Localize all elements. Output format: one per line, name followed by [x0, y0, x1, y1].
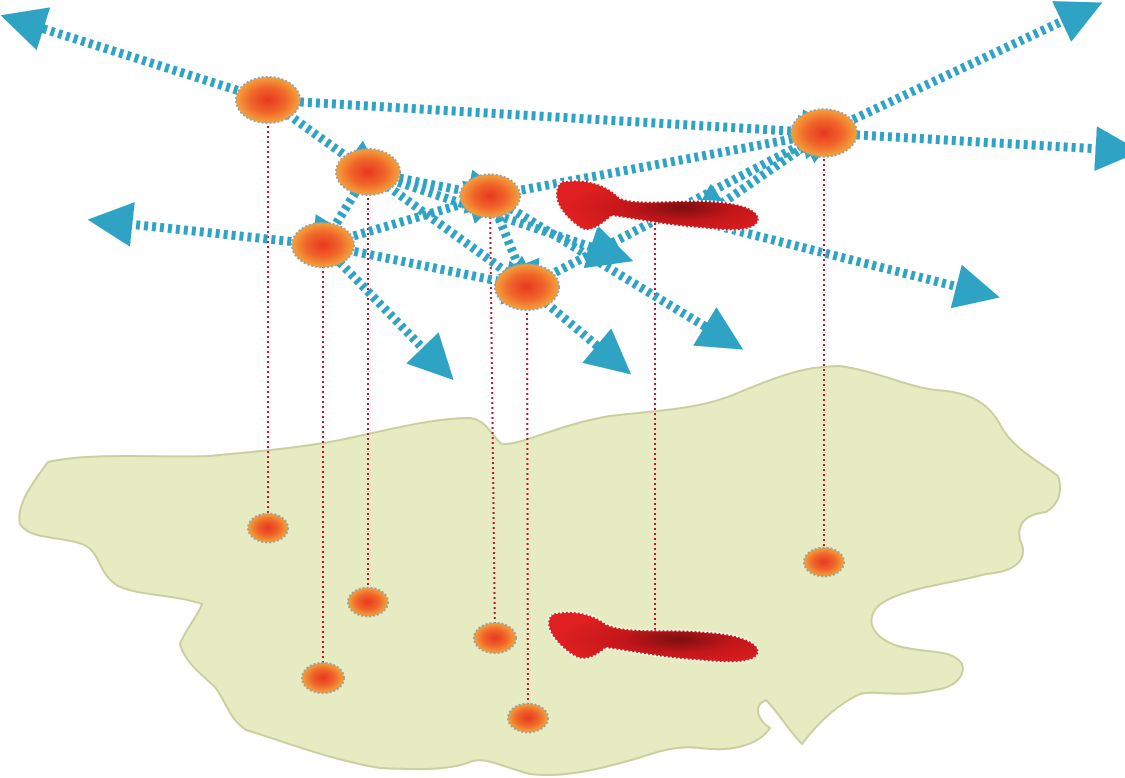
flow-arrow	[311, 169, 372, 265]
flow-arrow	[87, 202, 324, 250]
map-node-2	[347, 586, 389, 618]
map-node-4	[301, 661, 345, 695]
core-areas	[547, 179, 760, 664]
network-node-1	[235, 75, 301, 125]
map-node-3	[473, 621, 517, 655]
map-node-5	[507, 702, 549, 734]
network-node-3	[459, 173, 521, 219]
flow-arrow	[267, 95, 847, 155]
core-area-upper	[555, 179, 760, 232]
flow-arrow	[823, 126, 1125, 172]
map-node-6	[803, 546, 845, 578]
flow-arrow	[822, 1, 1103, 138]
map-node-1	[247, 512, 289, 544]
flow-arrow	[489, 115, 847, 201]
projection-lines	[267, 106, 825, 719]
network-node-2	[335, 147, 401, 197]
map-region	[18, 364, 1062, 777]
core-area-lower	[547, 610, 760, 664]
nodes	[235, 75, 858, 734]
flow-arrow	[322, 240, 550, 305]
flow-arrow	[0, 7, 270, 105]
flow-arrow	[319, 241, 454, 381]
network-node-6	[790, 108, 858, 158]
projection-line	[526, 292, 529, 719]
network-node-5	[494, 262, 560, 312]
network-node-4	[291, 221, 355, 269]
